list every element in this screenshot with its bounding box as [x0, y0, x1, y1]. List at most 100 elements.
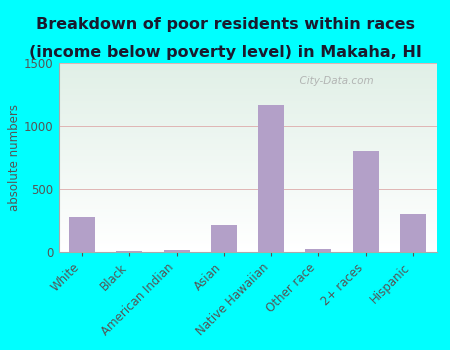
- Bar: [58, 235, 436, 237]
- Bar: [58, 116, 436, 118]
- Bar: [58, 176, 436, 178]
- Bar: [58, 106, 436, 108]
- Bar: [58, 161, 436, 163]
- Bar: [58, 74, 436, 76]
- Bar: [58, 90, 436, 91]
- Bar: [58, 209, 436, 210]
- Bar: [58, 103, 436, 105]
- Bar: [58, 95, 436, 97]
- Bar: [58, 65, 436, 67]
- Bar: [58, 173, 436, 175]
- Bar: [58, 205, 436, 206]
- Bar: [58, 220, 436, 222]
- Bar: [58, 201, 436, 203]
- Bar: [58, 125, 436, 127]
- Bar: [58, 188, 436, 190]
- Bar: [58, 86, 436, 88]
- Bar: [58, 108, 436, 110]
- Bar: [58, 110, 436, 112]
- Bar: [58, 82, 436, 84]
- Bar: [58, 163, 436, 165]
- Bar: [117, 251, 142, 252]
- Bar: [58, 67, 436, 69]
- Bar: [400, 214, 426, 252]
- Bar: [258, 105, 284, 252]
- Bar: [69, 217, 95, 252]
- Bar: [58, 150, 436, 152]
- Bar: [58, 76, 436, 78]
- Bar: [58, 229, 436, 231]
- Bar: [58, 175, 436, 176]
- Bar: [58, 180, 436, 182]
- Bar: [58, 178, 436, 180]
- Bar: [58, 101, 436, 103]
- Bar: [58, 199, 436, 201]
- Bar: [306, 250, 331, 252]
- Bar: [58, 195, 436, 197]
- Bar: [58, 133, 436, 135]
- Bar: [58, 137, 436, 139]
- Bar: [58, 80, 436, 82]
- Bar: [58, 140, 436, 142]
- Bar: [58, 105, 436, 106]
- Bar: [58, 212, 436, 214]
- Bar: [58, 222, 436, 224]
- Bar: [58, 190, 436, 191]
- Bar: [58, 142, 436, 144]
- Bar: [58, 124, 436, 125]
- Bar: [58, 69, 436, 71]
- Bar: [58, 148, 436, 150]
- Bar: [58, 84, 436, 86]
- Bar: [58, 241, 436, 243]
- Y-axis label: absolute numbers: absolute numbers: [8, 104, 21, 211]
- Bar: [58, 169, 436, 171]
- Bar: [58, 135, 436, 137]
- Bar: [58, 191, 436, 194]
- Bar: [58, 127, 436, 129]
- Bar: [58, 224, 436, 225]
- Bar: [58, 91, 436, 93]
- Text: City-Data.com: City-Data.com: [293, 76, 373, 86]
- Bar: [58, 184, 436, 186]
- Bar: [164, 251, 189, 252]
- Bar: [58, 171, 436, 173]
- Bar: [58, 146, 436, 148]
- Bar: [58, 112, 436, 114]
- Bar: [58, 233, 436, 235]
- Bar: [58, 120, 436, 121]
- Bar: [58, 206, 436, 209]
- Text: Breakdown of poor residents within races: Breakdown of poor residents within races: [36, 16, 414, 32]
- Bar: [58, 118, 436, 120]
- Bar: [58, 225, 436, 228]
- Text: (income below poverty level) in Makaha, HI: (income below poverty level) in Makaha, …: [28, 44, 422, 60]
- Bar: [353, 151, 378, 252]
- Bar: [58, 99, 436, 101]
- Bar: [58, 182, 436, 184]
- Bar: [58, 214, 436, 216]
- Bar: [58, 248, 436, 250]
- Bar: [58, 244, 436, 246]
- Bar: [58, 203, 436, 205]
- Bar: [58, 250, 436, 252]
- Bar: [58, 131, 436, 133]
- Bar: [58, 210, 436, 212]
- Bar: [58, 165, 436, 167]
- Bar: [58, 88, 436, 90]
- Bar: [58, 246, 436, 248]
- Bar: [58, 129, 436, 131]
- Bar: [58, 237, 436, 239]
- Bar: [58, 97, 436, 99]
- Bar: [58, 121, 436, 124]
- Bar: [58, 216, 436, 218]
- Bar: [58, 156, 436, 158]
- Bar: [58, 159, 436, 161]
- Bar: [58, 167, 436, 169]
- Bar: [58, 139, 436, 140]
- Bar: [58, 218, 436, 220]
- Bar: [58, 152, 436, 154]
- Bar: [58, 72, 436, 74]
- Bar: [58, 63, 436, 65]
- Bar: [58, 158, 436, 159]
- Bar: [58, 194, 436, 195]
- Bar: [58, 144, 436, 146]
